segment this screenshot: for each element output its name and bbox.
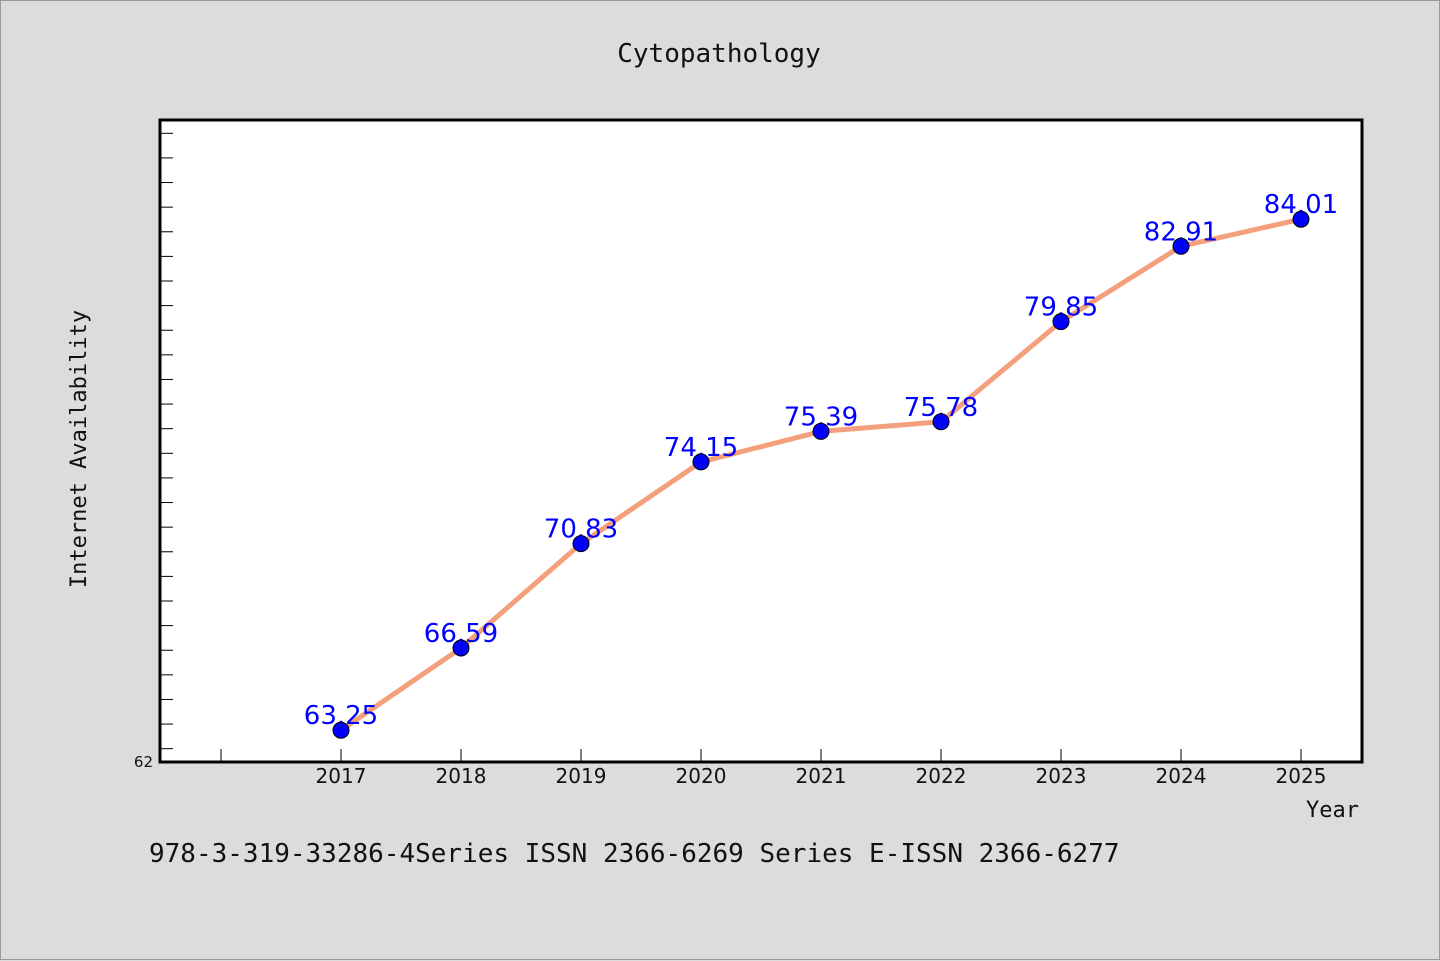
data-point [572, 535, 590, 553]
x-tick-label: 2020 [676, 764, 727, 788]
x-tick-labels: 2017 2018 2019 2020 2021 2022 2023 2024 2025 [316, 764, 1327, 788]
y-tick-label: 62 [134, 753, 153, 771]
data-point [932, 413, 950, 431]
data-point [332, 721, 350, 739]
footer-text: 978-3-319-33286-4Series ISSN 2366-6269 S… [149, 839, 1120, 869]
x-axis-title: Year [1306, 798, 1359, 823]
x-tick-label: 2018 [436, 764, 487, 788]
y-axis-title: Internet Availability [67, 310, 92, 588]
data-point [1052, 313, 1070, 331]
x-tick-label: 2024 [1156, 764, 1207, 788]
data-point [692, 453, 710, 471]
x-tick-label: 2023 [1036, 764, 1087, 788]
y-axis-ticks [161, 132, 173, 750]
plot-area [158, 118, 1364, 764]
x-axis-ticks [220, 749, 1302, 761]
data-point [1172, 237, 1190, 255]
x-tick-label: 2021 [796, 764, 847, 788]
x-tick-label: 2022 [916, 764, 967, 788]
chart-title: Cytopathology [617, 39, 821, 69]
data-point [1292, 210, 1310, 228]
x-tick-label: 2025 [1276, 764, 1327, 788]
x-tick-label: 2017 [316, 764, 367, 788]
data-point [812, 422, 830, 440]
data-point [452, 639, 470, 657]
x-tick-label: 2019 [556, 764, 607, 788]
